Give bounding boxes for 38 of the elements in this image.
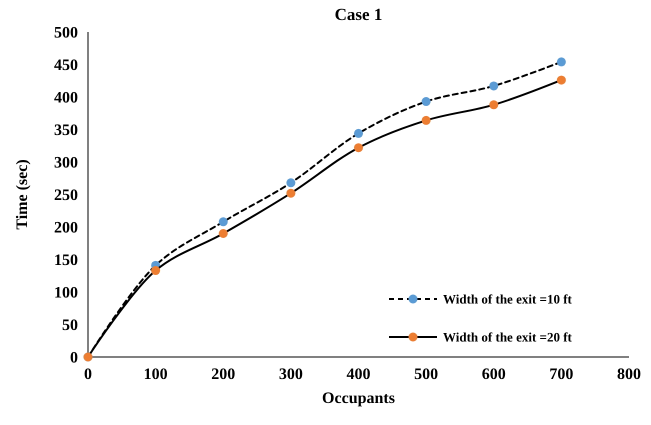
point — [286, 178, 296, 188]
chart-title: Case 1 — [334, 5, 382, 24]
point — [489, 81, 498, 90]
y-tick-label: 100 — [54, 284, 78, 302]
x-tick-label: 100 — [144, 366, 168, 383]
point — [151, 266, 160, 276]
point — [354, 143, 363, 152]
legend-label: Width of the exit =20 ft — [443, 330, 573, 345]
x-tick-label: 600 — [482, 366, 506, 383]
x-axis-title: Occupants — [322, 390, 395, 407]
y-axis-title: Time (sec) — [14, 159, 31, 230]
point — [556, 57, 566, 66]
y-tick-label: 350 — [54, 122, 78, 140]
point — [422, 116, 431, 125]
point — [422, 97, 431, 106]
y-tick-label: 300 — [54, 154, 78, 172]
y-tick-label: 50 — [62, 317, 78, 334]
y-tick-label: 200 — [54, 220, 78, 237]
x-tick-label: 800 — [617, 366, 641, 383]
legend-label: Width of the exit =10 ft — [443, 292, 573, 307]
x-tick-label: 0 — [84, 366, 92, 383]
y-tick-label: 500 — [54, 24, 78, 42]
y-tick-label: 250 — [54, 187, 78, 204]
x-tick-label: 500 — [414, 366, 438, 383]
x-tick-label: 300 — [278, 366, 303, 383]
point — [489, 100, 498, 110]
point — [354, 128, 363, 138]
point — [218, 217, 228, 226]
y-tick-label: 400 — [54, 90, 78, 107]
point — [218, 229, 228, 238]
x-tick-label: 200 — [211, 366, 236, 383]
x-tick-label: 400 — [346, 366, 370, 383]
y-tick-label: 0 — [70, 350, 78, 367]
x-tick-label: 700 — [549, 366, 574, 383]
y-tick-label: 150 — [54, 252, 78, 270]
point — [556, 76, 566, 85]
point — [286, 188, 296, 198]
y-tick-label: 450 — [54, 57, 78, 74]
